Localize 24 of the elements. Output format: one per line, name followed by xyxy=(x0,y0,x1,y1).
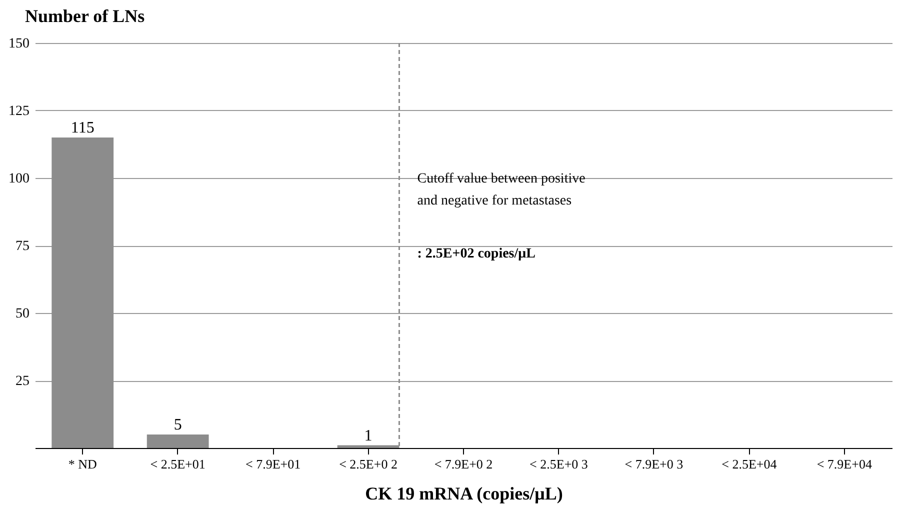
x-tick-label: * ND xyxy=(68,456,97,472)
annotation: : 2.5E+02 copies/μL xyxy=(417,246,536,262)
x-tick-label: < 7.9E+0 2 xyxy=(434,456,493,472)
y-tick-label: 125 xyxy=(8,104,30,119)
y-tick-label: 50 xyxy=(16,306,30,322)
x-tick-label: < 7.9E+01 xyxy=(246,456,301,472)
x-tick-label: < 2.5E+01 xyxy=(150,456,206,472)
ref-line-label: Cutoff value between positive and negative for metastases xyxy=(417,172,586,209)
x-tick-label: < 2.5E+0 2 xyxy=(339,456,398,472)
bar xyxy=(146,434,209,448)
x-tick-label: < 2.5E+04 xyxy=(722,456,778,472)
data-label: 5 xyxy=(174,416,182,434)
y-axis-title: Number of LNs xyxy=(25,6,145,26)
x-axis-title: CK 19 mRNA (copies/μL) xyxy=(365,484,563,504)
bar xyxy=(52,138,114,448)
x-tick-label: < 7.9E+04 xyxy=(816,456,872,472)
data-label: 1 xyxy=(364,427,372,444)
y-tick-label: 150 xyxy=(8,36,30,52)
data-label: 115 xyxy=(70,120,94,136)
y-tick-label: 100 xyxy=(8,172,30,186)
y-tick-label: 75 xyxy=(16,239,30,254)
x-tick-label: < 7.9E+0 3 xyxy=(624,456,684,472)
y-tick-label: 25 xyxy=(16,374,30,389)
x-tick-label: < 2.5E+0 3 xyxy=(530,456,588,472)
